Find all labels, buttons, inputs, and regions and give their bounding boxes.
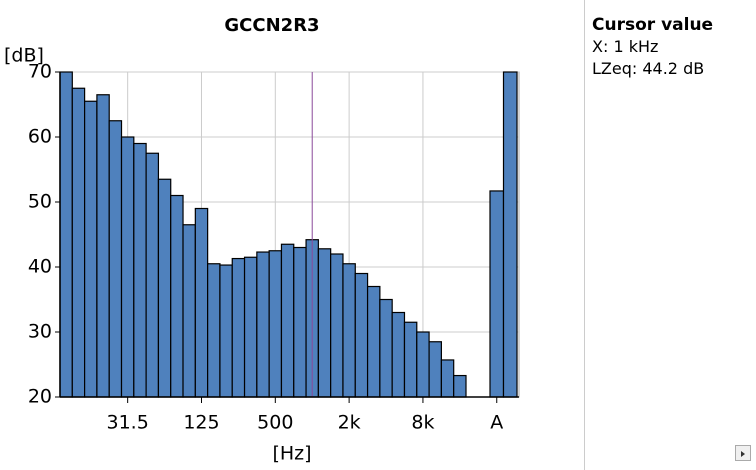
bar [489, 190, 505, 398]
cursor-panel: Cursor value X: 1 kHz LZeq: 44.2 dB [592, 14, 713, 80]
bar [207, 263, 221, 398]
x-axis-label: [Hz] [272, 443, 311, 465]
x-tick-label: 31.5 [107, 412, 149, 434]
bar [145, 152, 160, 398]
x-tick-label: 8k [411, 412, 434, 434]
bar [231, 257, 246, 398]
bar [170, 194, 184, 398]
bar [96, 94, 110, 398]
bar [317, 248, 332, 398]
bar [453, 374, 467, 398]
bar [391, 311, 406, 398]
bar [59, 71, 73, 398]
y-tick-label: 50 [28, 191, 52, 213]
arrow-icon [741, 451, 745, 457]
cursor-level: LZeq: 44.2 dB [592, 59, 705, 78]
bar [243, 256, 258, 398]
x-tick-label: 2k [338, 412, 361, 434]
bar [403, 321, 418, 398]
bar [416, 331, 430, 398]
bar [256, 251, 270, 398]
cursor-x: X: 1 kHz [592, 37, 659, 56]
bar [366, 285, 381, 398]
bar [194, 207, 209, 398]
bar [182, 224, 196, 398]
scroll-button[interactable] [735, 445, 751, 461]
bar [428, 341, 442, 398]
y-tick-label: 70 [28, 61, 52, 83]
bar [108, 120, 123, 398]
chart: GCCN2R3 [dB] [Hz] 20 30 40 50 60 70 31.5 125 500… [4, 15, 520, 465]
bar [280, 243, 295, 398]
bar [71, 87, 86, 398]
y-tick-label: 40 [28, 256, 52, 278]
divider [584, 0, 585, 470]
panel-heading: Cursor value [592, 15, 714, 35]
y-axis-label: [dB] [4, 45, 44, 67]
bar [268, 250, 283, 398]
bar [379, 298, 393, 398]
bar [502, 71, 518, 398]
y-tick-label: 20 [28, 386, 52, 408]
bar [219, 264, 233, 398]
y-tick-label: 60 [28, 126, 52, 148]
bar [120, 136, 135, 398]
bar [84, 100, 98, 398]
bar [330, 253, 344, 398]
y-tick-label: 30 [28, 321, 52, 343]
bar [157, 178, 172, 398]
bar [293, 246, 307, 398]
chart-title: GCCN2R3 [224, 15, 319, 36]
bar [133, 142, 147, 398]
bar [342, 263, 356, 398]
bar [440, 359, 455, 398]
x-tick-label: A [490, 412, 503, 434]
bar [354, 272, 369, 398]
x-tick-label: 500 [257, 412, 293, 434]
x-tick-label: 125 [183, 412, 219, 434]
